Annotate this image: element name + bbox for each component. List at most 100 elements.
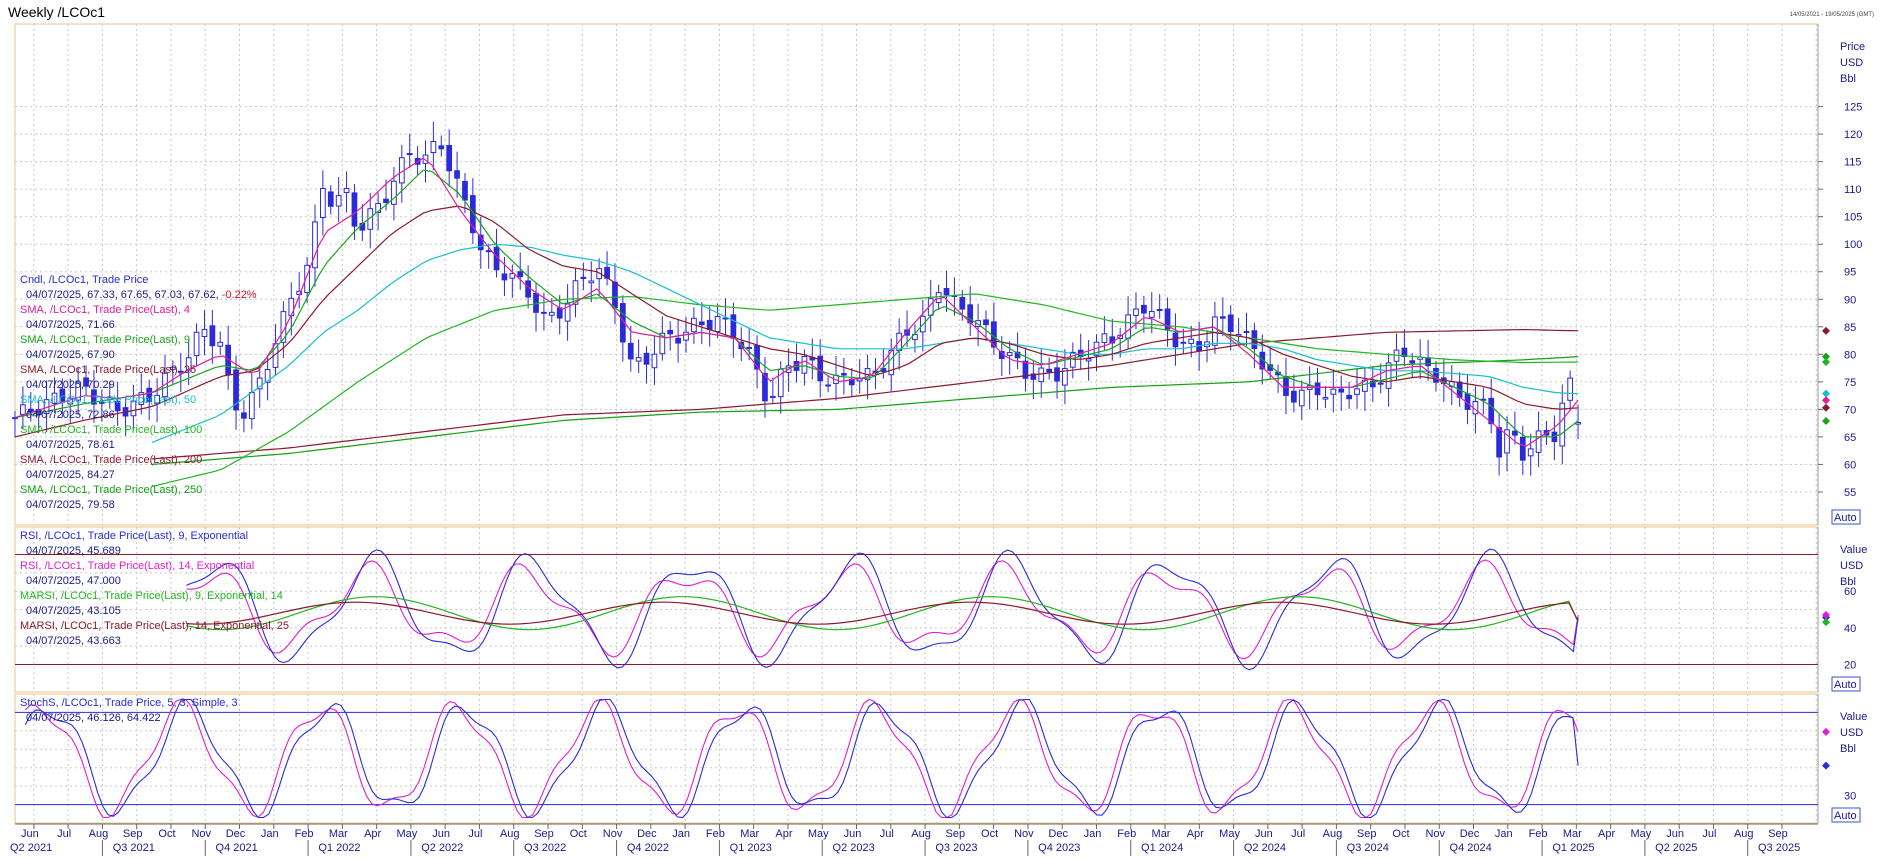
x-month-label: Nov — [1425, 828, 1445, 840]
candle-body — [391, 180, 397, 205]
candle-body — [572, 280, 579, 305]
candle-body — [659, 332, 666, 355]
stoch-tick-label: 30 — [1844, 790, 1856, 802]
candle-body — [1054, 367, 1060, 382]
x-month-label: Aug — [911, 828, 931, 840]
legend-series-name: StochS, /LCOc1, Trade Price, 5, 3, Simpl… — [20, 697, 238, 709]
price-axis-unit: Price — [1840, 41, 1865, 53]
sma100-line — [151, 293, 1579, 488]
candle-body — [1156, 308, 1163, 311]
auto-scale-button-price[interactable]: Auto — [1831, 509, 1861, 525]
candle-body — [841, 373, 847, 376]
x-month-label: Jul — [1702, 828, 1716, 840]
candle-body — [130, 400, 137, 417]
rsi-axis-unit: Value — [1840, 544, 1867, 556]
legend-series-value: 04/07/2025, 70.29 — [26, 379, 115, 391]
legend-series-name: SMA, /LCOc1, Trade Price(Last), 250 — [20, 484, 202, 496]
auto-button-frame — [1831, 676, 1861, 692]
candle-body — [1062, 368, 1068, 386]
candle-body — [1488, 397, 1495, 425]
candle-body — [580, 276, 587, 279]
x-month-label: Sep — [946, 828, 966, 840]
x-month-label: Apr — [1598, 828, 1615, 840]
candle-body — [769, 395, 776, 398]
legend-series-value: 04/07/2025, 79.58 — [26, 499, 115, 511]
price-axis-unit: Bbl — [1840, 73, 1856, 85]
x-month-label: Sep — [534, 828, 554, 840]
sma200-line — [152, 328, 1579, 460]
y-tick-label: 110 — [1844, 184, 1862, 196]
marsi14-line — [186, 601, 1579, 625]
candle-body — [422, 154, 429, 164]
auto-scale-button-rsi[interactable]: Auto — [1831, 676, 1861, 692]
candle-body — [1512, 430, 1518, 436]
x-month-label: Jul — [468, 828, 482, 840]
candle-body — [327, 191, 334, 207]
candle-body — [1322, 396, 1329, 400]
legend-change-pct: -0.22% — [222, 289, 257, 301]
candle-body — [20, 404, 26, 415]
x-quarter-label: Q1 2022 — [318, 842, 360, 854]
marsi9-line — [186, 596, 1579, 631]
stoch-k-line — [24, 698, 1579, 819]
candle-body — [454, 170, 460, 179]
y-tick-label: 105 — [1844, 212, 1862, 224]
auto-button-label: Auto — [1834, 512, 1857, 524]
x-month-label: Jun — [1666, 828, 1684, 840]
x-month-label: Jan — [1084, 828, 1102, 840]
rsi-tick-label: 60 — [1844, 586, 1856, 598]
rsi-axis-unit: Bbl — [1840, 576, 1856, 588]
candle-body — [51, 392, 58, 405]
last-value-marker — [1822, 611, 1830, 619]
x-month-label: Apr — [1187, 828, 1204, 840]
candle-body — [1330, 388, 1337, 395]
candle-body — [1125, 314, 1131, 339]
candle-body — [675, 337, 681, 344]
x-month-label: Mar — [1563, 828, 1582, 840]
candle-body — [1298, 389, 1305, 407]
stoch-axis-unit: Value — [1840, 711, 1867, 723]
y-tick-label: 75 — [1844, 377, 1856, 389]
last-value-marker — [1822, 389, 1830, 398]
y-tick-label: 90 — [1844, 294, 1856, 306]
rsi14-line — [186, 559, 1579, 660]
x-month-label: Apr — [775, 828, 792, 840]
candle-body — [1409, 360, 1416, 364]
panel-price — [14, 23, 1819, 526]
candle-body — [635, 357, 642, 362]
candle-body — [320, 188, 326, 219]
x-month-label: Jan — [261, 828, 279, 840]
candle-body — [935, 292, 942, 304]
candle-body — [714, 316, 721, 333]
x-quarter-label: Q1 2025 — [1552, 842, 1594, 854]
chart-header: Weekly /LCOc1 14/05/2021 - 19/05/2025 (G… — [0, 0, 1882, 22]
candle-body — [83, 377, 89, 387]
x-month-label: Oct — [158, 828, 175, 840]
x-month-label: May — [1219, 828, 1240, 840]
x-quarter-label: Q3 2023 — [935, 842, 977, 854]
candle-body — [683, 331, 689, 341]
stoch-legend: StochS, /LCOc1, Trade Price, 5, 3, Simpl… — [20, 697, 238, 724]
last-value-marker — [1822, 396, 1830, 405]
sma25-line — [14, 205, 1579, 438]
candle-body — [343, 188, 350, 194]
rsi-tick-label: 20 — [1844, 660, 1856, 672]
auto-scale-button-stoch[interactable]: Auto — [1831, 807, 1861, 823]
legend-series-name: MARSI, /LCOc1, Trade Price(Last), 9, Exp… — [20, 590, 283, 602]
candle-body — [1314, 382, 1321, 396]
candle-body — [12, 417, 18, 420]
x-quarter-label: Q2 2021 — [10, 842, 52, 854]
candle-body — [1354, 388, 1360, 395]
x-month-label: Sep — [1357, 828, 1377, 840]
last-value-marker — [1822, 761, 1830, 770]
y-tick-label: 80 — [1844, 349, 1856, 361]
candle-body — [801, 356, 808, 374]
x-quarter-label: Q2 2022 — [421, 842, 463, 854]
x-month-label: May — [397, 828, 418, 840]
candle-body — [209, 325, 216, 347]
last-value-marker — [1822, 352, 1830, 361]
candle-body — [643, 352, 650, 365]
candle-body — [1085, 358, 1092, 362]
candle-body — [1133, 308, 1139, 316]
